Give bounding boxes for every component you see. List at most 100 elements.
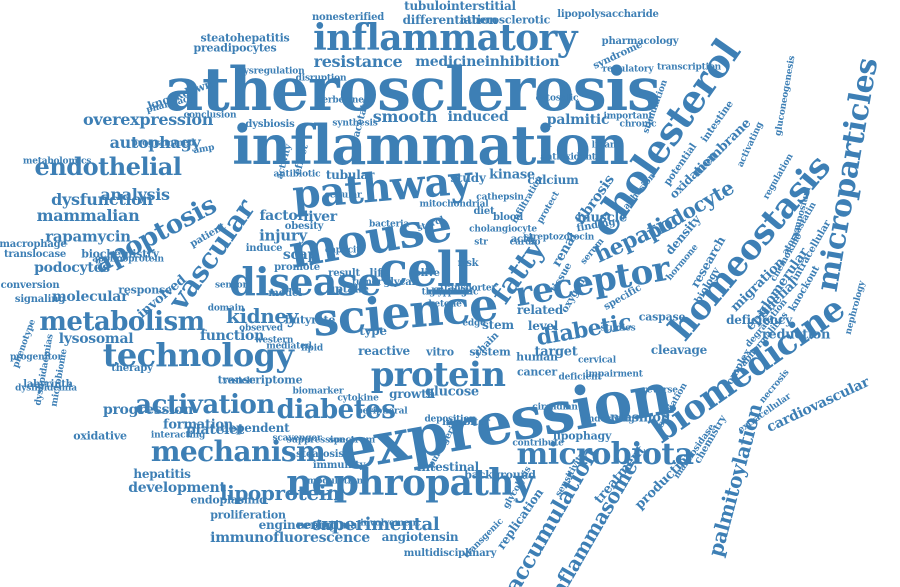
cloud-word: peripheral bbox=[356, 406, 408, 417]
cloud-word: resistance bbox=[313, 52, 403, 71]
cloud-word: mammalian bbox=[36, 206, 140, 225]
cloud-word: therapeutic bbox=[421, 287, 479, 298]
cloud-word: biochemistry bbox=[81, 247, 159, 261]
cloud-word: atherosclerosis bbox=[164, 55, 660, 125]
cloud-word: dependent bbox=[220, 421, 290, 435]
cloud-word: domain bbox=[207, 303, 245, 314]
cloud-word: overexpression bbox=[82, 110, 214, 129]
cloud-word: cytokine bbox=[337, 393, 379, 404]
cloud-word: hypoxia bbox=[431, 287, 469, 298]
cloud-word: oxidative bbox=[73, 429, 127, 443]
cloud-word: translocase bbox=[3, 249, 67, 260]
cloud-word: system bbox=[469, 345, 511, 359]
cloud-word: nephropathy bbox=[286, 462, 534, 504]
cloud-word: transporter bbox=[439, 283, 497, 294]
cloud-word: edge bbox=[462, 318, 486, 329]
cloud-word: target bbox=[534, 344, 578, 360]
cloud-word: scap bbox=[282, 247, 318, 263]
cloud-word: response bbox=[118, 283, 172, 297]
cloud-word: circadian bbox=[532, 402, 578, 413]
cloud-word: reactive bbox=[358, 344, 410, 358]
cloud-word: formation bbox=[162, 417, 234, 433]
cloud-word: proliferation bbox=[210, 508, 286, 522]
cloud-word: cell bbox=[378, 242, 472, 298]
cloud-word: conversion bbox=[0, 280, 60, 291]
cloud-word: preadipocytes bbox=[193, 41, 277, 55]
cloud-word: cytosolic bbox=[535, 93, 579, 104]
cloud-word: genomic bbox=[429, 287, 471, 298]
cloud-word: interacting bbox=[150, 430, 206, 441]
cloud-word: palmitic bbox=[546, 112, 610, 128]
cloud-word: dysregulation bbox=[237, 66, 305, 77]
cloud-word: berberine bbox=[316, 95, 364, 106]
cloud-word: antibiotic bbox=[273, 169, 321, 180]
cloud-word: endothelial bbox=[34, 152, 182, 181]
cloud-word: uptake bbox=[327, 282, 369, 296]
cloud-word: deposition bbox=[424, 414, 476, 425]
cloud-word: analysis bbox=[100, 185, 170, 204]
cloud-word: metabolomics bbox=[22, 156, 92, 167]
cloud-word: apolipoprotein bbox=[92, 254, 164, 265]
cloud-word: labyrinth bbox=[23, 379, 73, 390]
cloud-word: conclusion bbox=[183, 110, 237, 121]
cloud-word: disruption bbox=[295, 73, 347, 84]
cloud-word: cervical bbox=[578, 355, 616, 366]
cloud-word: nephrology bbox=[843, 280, 868, 336]
cloud-word: involvement bbox=[360, 518, 420, 529]
cloud-word: programmed bbox=[131, 138, 195, 149]
cloud-word: autophagy bbox=[109, 133, 201, 152]
cloud-word: metabolism bbox=[39, 307, 205, 337]
cloud-word: protein bbox=[370, 355, 506, 395]
cloud-word: inhibition bbox=[484, 54, 560, 70]
cloud-word: life bbox=[369, 266, 389, 280]
cloud-word: ligand bbox=[591, 140, 623, 151]
cloud-word: growth bbox=[389, 387, 435, 401]
cloud-word: cathepsin bbox=[476, 192, 524, 203]
cloud-word: platelet bbox=[185, 422, 245, 438]
cloud-word: pharmacology bbox=[601, 36, 679, 47]
cloud-word: cholangiocyte bbox=[469, 224, 537, 235]
cloud-word: cancer bbox=[517, 365, 557, 379]
cloud-word: function bbox=[200, 328, 264, 344]
cloud-word: multidisciplinary bbox=[403, 548, 497, 559]
cloud-word: scavenger bbox=[272, 433, 322, 444]
cloud-word: lipopolysaccharide bbox=[557, 9, 659, 20]
cloud-word: intestinal bbox=[417, 460, 479, 474]
cloud-word: cellular bbox=[324, 190, 362, 201]
cloud-word: reduction bbox=[761, 327, 831, 343]
cloud-word: mediated bbox=[266, 341, 312, 352]
cloud-word: rapamycin bbox=[45, 227, 131, 246]
cloud-word: ketone bbox=[428, 299, 462, 310]
cloud-word: cardio bbox=[509, 237, 541, 248]
cloud-word: experimental bbox=[310, 514, 440, 535]
cloud-word: important bbox=[603, 111, 653, 122]
cloud-word: model bbox=[268, 288, 302, 299]
cloud-word: str bbox=[474, 237, 488, 248]
cloud-word: suppression bbox=[286, 435, 346, 446]
cloud-word: differentiation bbox=[402, 13, 498, 27]
cloud-word: engineering bbox=[258, 518, 338, 532]
cloud-word: induced bbox=[447, 109, 509, 125]
cloud-word: progenitor bbox=[9, 352, 63, 363]
cloud-word: contribute bbox=[512, 438, 564, 449]
cloud-word: result bbox=[328, 268, 360, 279]
cloud-word: immunity bbox=[312, 460, 366, 471]
cloud-word: kinase bbox=[489, 167, 535, 183]
cloud-word: microbiota bbox=[516, 437, 695, 472]
cloud-word: synthesis bbox=[332, 118, 378, 129]
cloud-word: mechanism bbox=[150, 435, 326, 468]
cloud-word: antioxidant bbox=[540, 152, 596, 163]
cloud-word: factor bbox=[259, 208, 305, 224]
cloud-word: clinical bbox=[432, 287, 468, 298]
cloud-word: calcium bbox=[527, 173, 579, 187]
cloud-word: lipophagy bbox=[552, 429, 612, 443]
cloud-word: cleavage bbox=[650, 343, 708, 357]
cloud-word: macrophage bbox=[0, 239, 67, 250]
cloud-word: observed bbox=[239, 323, 283, 334]
cloud-word: fasting bbox=[433, 287, 467, 298]
cloud-word: gluconeogenesis bbox=[773, 55, 798, 137]
cloud-word: olive bbox=[414, 268, 440, 279]
cloud-word: kidney bbox=[226, 304, 298, 328]
cloud-word: therapy bbox=[111, 363, 153, 374]
cloud-word: progression bbox=[102, 402, 194, 418]
